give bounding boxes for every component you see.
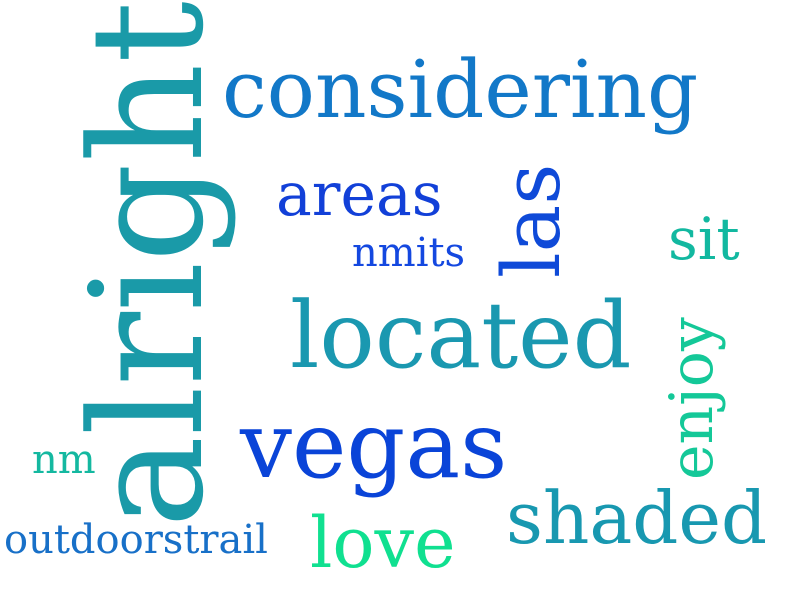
word-enjoy: enjoy [657, 317, 727, 480]
word-vegas: vegas [240, 392, 508, 499]
word-shaded: shaded [506, 476, 768, 560]
word-located: located [290, 282, 632, 389]
word-considering: considering [222, 43, 699, 136]
word-outdoorstrail: outdoorstrail [4, 517, 268, 563]
word-nmits: nmits [352, 230, 466, 276]
word-las: las [485, 163, 578, 278]
word-sit: sit [668, 205, 740, 273]
word-nm: nm [32, 437, 96, 483]
word-love: love [310, 502, 456, 584]
word-areas: areas [276, 160, 443, 230]
